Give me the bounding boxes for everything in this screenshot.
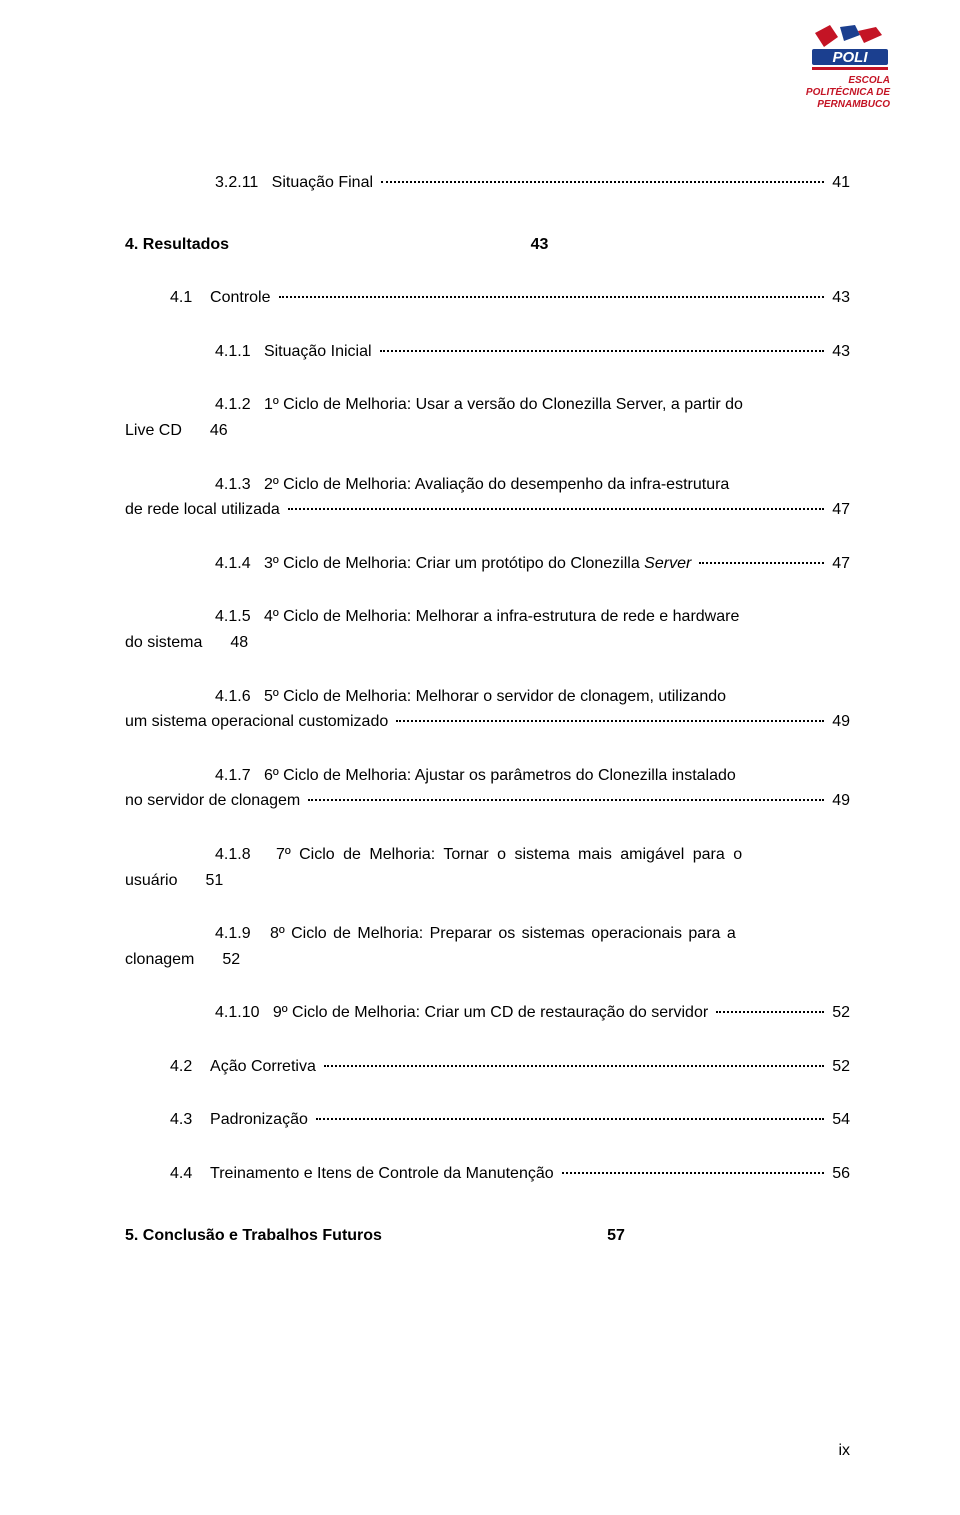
institution-logo-block: POLI ESCOLA POLITÉCNICA DE PERNAMBUCO [806, 25, 890, 111]
toc-page: 47 [828, 497, 850, 523]
toc-entry-multiline: 4.1.8 7º Ciclo de Melhoria: Tornar o sis… [125, 842, 850, 893]
toc-entry: 3.2.11 Situação Final 41 [125, 170, 850, 196]
toc-entry-multiline: 4.1.9 8º Ciclo de Melhoria: Preparar os … [125, 921, 850, 972]
toc-entry-multiline: 4.1.3 2º Ciclo de Melhoria: Avaliação do… [125, 472, 850, 523]
toc-page: 48 [230, 630, 248, 656]
toc-page: 49 [828, 709, 850, 735]
logo-text-line-1: ESCOLA [806, 75, 890, 87]
toc-entry-multiline: 4.1.5 4º Ciclo de Melhoria: Melhorar a i… [125, 604, 850, 655]
toc-label: 4.1.1 Situação Inicial [215, 339, 376, 365]
toc-section-heading: 5. Conclusão e Trabalhos Futuros 57 [125, 1223, 850, 1249]
toc-label: 4.1.10 9º Ciclo de Melhoria: Criar um CD… [215, 1000, 712, 1026]
toc-page: 52 [828, 1054, 850, 1080]
logo-text-line-2: POLITÉCNICA DE [806, 87, 890, 99]
toc-leader-dots [699, 562, 824, 564]
toc-continuation: do sistema [125, 630, 202, 656]
toc-continuation: usuário [125, 868, 177, 894]
toc-page: 46 [210, 418, 228, 444]
toc-entry-multiline: 4.1.6 5º Ciclo de Melhoria: Melhorar o s… [125, 684, 850, 735]
toc-entry-multiline: 4.1.2 1º Ciclo de Melhoria: Usar a versã… [125, 392, 850, 443]
toc-leader-dots [279, 296, 825, 298]
toc-entry: 4.1.4 3º Ciclo de Melhoria: Criar um pro… [125, 551, 850, 577]
toc-continuation: de rede local utilizada [125, 497, 284, 523]
table-of-contents: 3.2.11 Situação Final 41 4. Resultados 4… [125, 170, 850, 1248]
toc-heading-page: 57 [607, 1223, 625, 1249]
toc-heading-label: 4. Resultados [125, 232, 229, 258]
toc-leader-dots [308, 799, 824, 801]
toc-continuation: um sistema operacional customizado [125, 709, 392, 735]
toc-leader-dots [380, 350, 825, 352]
toc-label: 4.1 Controle [170, 285, 275, 311]
svg-text:POLI: POLI [832, 49, 868, 66]
toc-page: 49 [828, 788, 850, 814]
toc-continuation: Live CD [125, 418, 182, 444]
toc-leader-dots [562, 1172, 825, 1174]
toc-heading-label: 5. Conclusão e Trabalhos Futuros [125, 1223, 382, 1249]
toc-label: 4.1.4 3º Ciclo de Melhoria: Criar um pro… [215, 551, 695, 577]
toc-leader-dots [396, 720, 824, 722]
toc-page: 47 [828, 551, 850, 577]
toc-page: 43 [828, 285, 850, 311]
toc-entry: 4.4 Treinamento e Itens de Controle da M… [125, 1161, 850, 1187]
toc-page: 52 [222, 947, 240, 973]
toc-label: 4.3 Padronização [170, 1107, 312, 1133]
toc-entry: 4.2 Ação Corretiva 52 [125, 1054, 850, 1080]
toc-continuation: no servidor de clonagem [125, 788, 304, 814]
toc-leader-dots [316, 1118, 824, 1120]
toc-entry: 4.1 Controle 43 [125, 285, 850, 311]
toc-page: 52 [828, 1000, 850, 1026]
toc-entry-multiline: 4.1.7 6º Ciclo de Melhoria: Ajustar os p… [125, 763, 850, 814]
toc-label: 3.2.11 Situação Final [215, 170, 377, 196]
toc-entry: 4.1.10 9º Ciclo de Melhoria: Criar um CD… [125, 1000, 850, 1026]
toc-continuation: clonagem [125, 947, 194, 973]
document-page: POLI ESCOLA POLITÉCNICA DE PERNAMBUCO 3.… [0, 0, 960, 1515]
toc-leader-dots [288, 508, 824, 510]
toc-heading-page: 43 [531, 232, 549, 258]
toc-page: 51 [205, 868, 223, 894]
page-number-roman: ix [838, 1442, 850, 1460]
toc-leader-dots [716, 1011, 824, 1013]
toc-label: 4.2 Ação Corretiva [170, 1054, 320, 1080]
poli-logo-icon: POLI [810, 25, 890, 73]
toc-page: 54 [828, 1107, 850, 1133]
toc-leader-dots [324, 1065, 824, 1067]
toc-section-heading: 4. Resultados 43 [125, 232, 850, 258]
toc-page: 41 [828, 170, 850, 196]
toc-page: 56 [828, 1161, 850, 1187]
toc-leader-dots [381, 181, 824, 183]
toc-entry: 4.3 Padronização 54 [125, 1107, 850, 1133]
toc-label: 4.4 Treinamento e Itens de Controle da M… [170, 1161, 558, 1187]
toc-entry: 4.1.1 Situação Inicial 43 [125, 339, 850, 365]
toc-page: 43 [828, 339, 850, 365]
logo-text-line-3: PERNAMBUCO [806, 99, 890, 111]
